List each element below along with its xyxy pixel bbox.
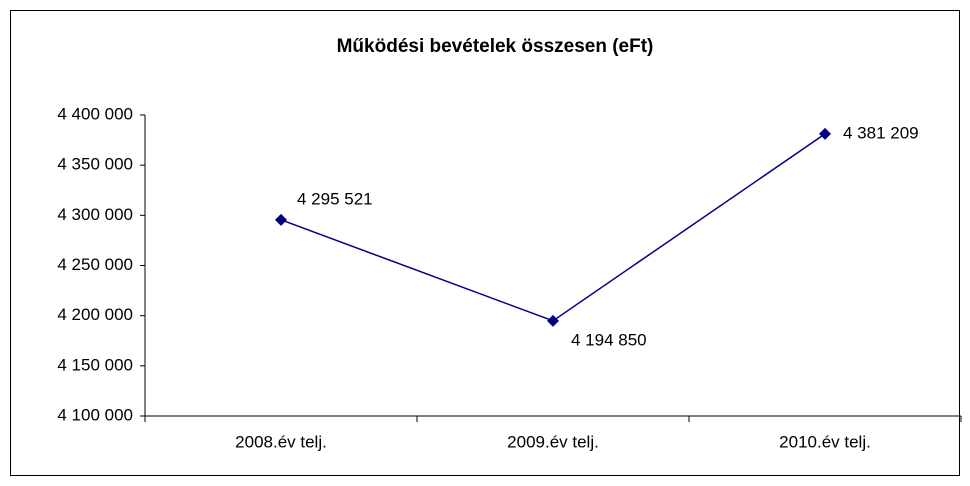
y-tick-label: 4 100 000	[57, 405, 133, 424]
marker	[275, 213, 287, 226]
x-tick-label: 2008.év telj.	[235, 432, 327, 451]
chart-title: Működési bevételek összesen (eFt)	[337, 36, 654, 57]
marker	[819, 127, 831, 140]
data-label: 4 295 521	[297, 189, 373, 208]
data-label: 4 194 850	[571, 330, 647, 349]
y-tick-label: 4 150 000	[57, 355, 133, 374]
y-tick-label: 4 300 000	[57, 205, 133, 224]
y-tick-label: 4 400 000	[57, 104, 133, 123]
y-tick-label: 4 250 000	[57, 255, 133, 274]
chart-border	[10, 10, 960, 476]
y-tick-label: 4 200 000	[57, 305, 133, 324]
y-tick-label: 4 350 000	[57, 155, 133, 174]
x-tick-label: 2009.év telj.	[507, 432, 599, 451]
marker	[547, 314, 559, 327]
x-tick-label: 2010.év telj.	[779, 432, 871, 451]
data-label: 4 381 209	[843, 123, 919, 142]
